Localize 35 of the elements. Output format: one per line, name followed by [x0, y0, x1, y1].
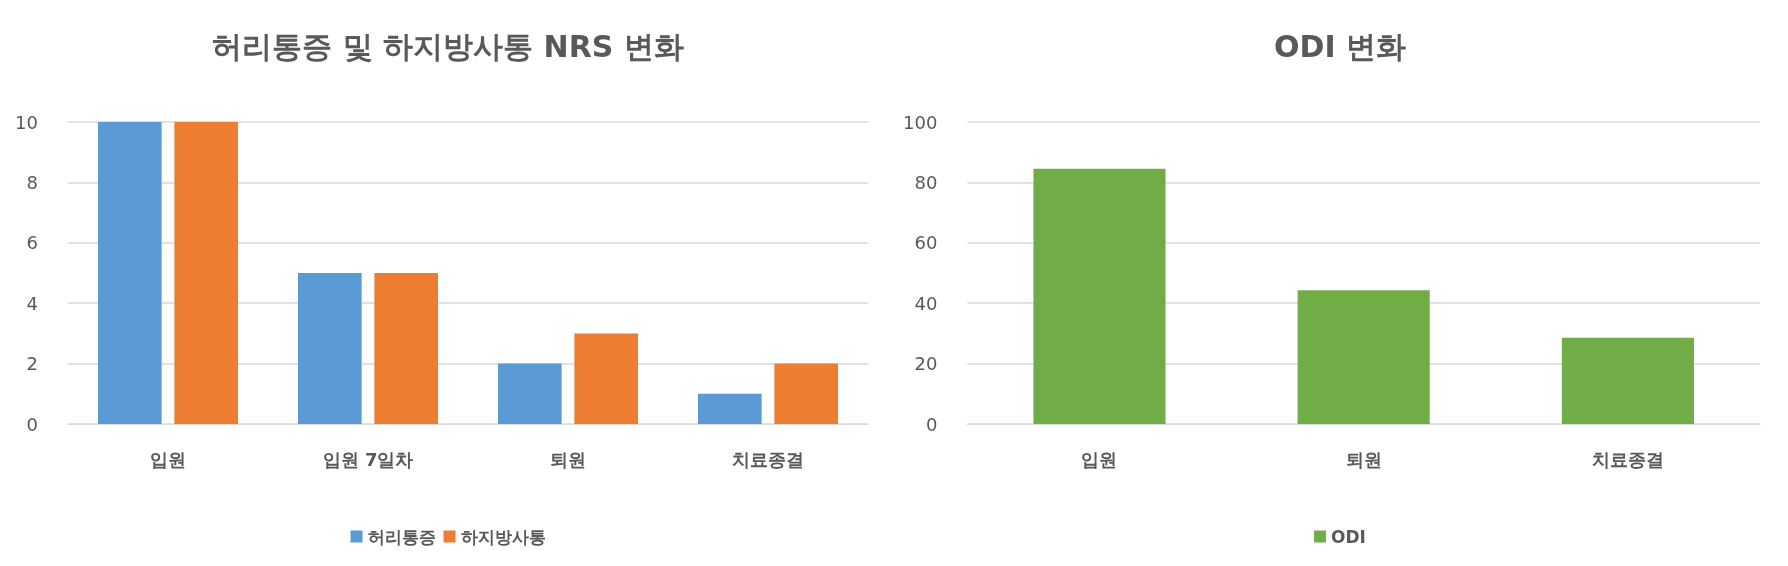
- x-tick-label: 퇴원: [1345, 448, 1382, 470]
- legend-label: 허리통증: [367, 526, 436, 547]
- y-tick-label: 0: [925, 413, 938, 435]
- bar: [174, 122, 238, 424]
- bar: [374, 273, 438, 424]
- x-tick-label: 퇴원: [550, 448, 586, 470]
- bar: [698, 393, 762, 424]
- bar: [774, 363, 838, 424]
- chart-title: ODI 변화: [1273, 28, 1407, 64]
- legend-label: ODI: [1331, 526, 1366, 547]
- chart-title: 허리통증 및 하지방사통 NRS 변화: [212, 28, 684, 64]
- y-tick-label: 100: [903, 111, 938, 133]
- y-tick-label: 40: [914, 292, 938, 314]
- y-tick-label: 60: [914, 232, 938, 254]
- x-tick-label: 입원 7일차: [322, 448, 414, 470]
- bar: [298, 273, 362, 424]
- y-tick-label: 6: [26, 232, 38, 254]
- y-tick-label: 0: [26, 413, 38, 435]
- x-tick-label: 치료종결: [1591, 448, 1664, 470]
- bar: [574, 333, 638, 424]
- y-tick-label: 4: [26, 292, 38, 314]
- x-tick-label: 입원: [150, 448, 186, 470]
- bar: [498, 363, 562, 424]
- bar: [98, 122, 162, 424]
- x-tick-label: 입원: [1081, 448, 1118, 470]
- y-tick-label: 20: [914, 353, 938, 375]
- y-tick-label: 10: [15, 111, 38, 133]
- y-tick-label: 8: [26, 171, 38, 193]
- bar: [1561, 337, 1694, 424]
- bar: [1297, 290, 1430, 424]
- bar: [1033, 168, 1166, 424]
- legend-label: 하지방사통: [460, 526, 546, 547]
- y-tick-label: 2: [26, 353, 38, 375]
- x-tick-label: 치료종결: [732, 448, 804, 470]
- y-tick-label: 80: [914, 171, 938, 193]
